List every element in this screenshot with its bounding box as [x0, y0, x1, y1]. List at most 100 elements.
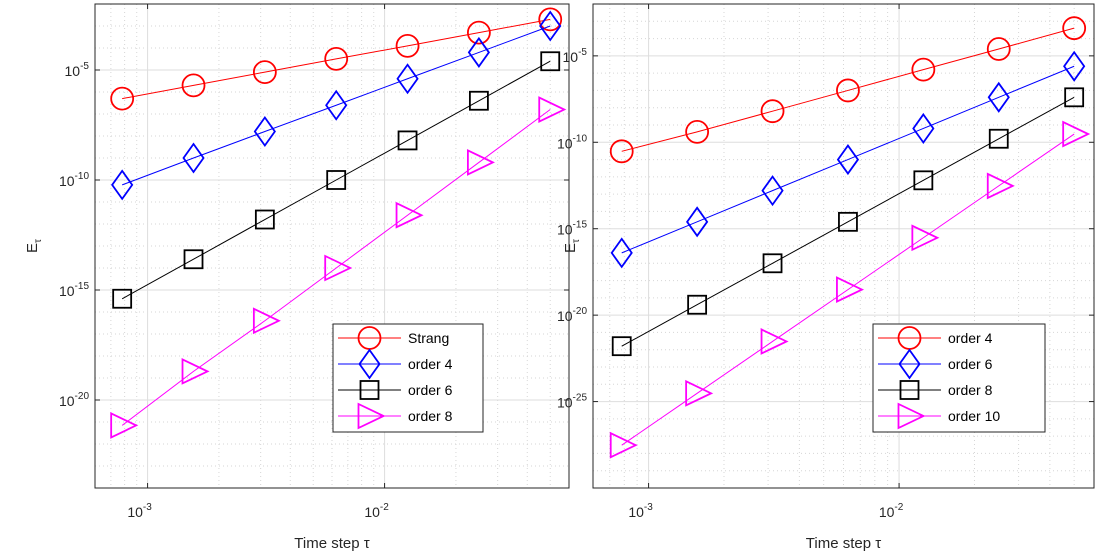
x-tick-label-base: 10: [628, 504, 644, 520]
data-point: [252, 307, 281, 335]
y-tick-label-exp: -10: [573, 133, 588, 144]
legend-label: Strang: [408, 330, 449, 346]
y-tick-label: 10-5: [65, 61, 90, 79]
data-point: [761, 175, 784, 207]
y-tick-label-base: 10: [59, 393, 75, 409]
y-tick-label: 10-15: [557, 220, 587, 238]
data-point: [760, 328, 789, 355]
data-point: [254, 209, 275, 230]
data-point: [685, 379, 714, 407]
series-3: [112, 51, 561, 309]
data-point: [110, 411, 139, 439]
data-point: [1062, 120, 1091, 148]
axes-box: [94, 3, 570, 489]
data-point: [468, 90, 489, 111]
y-axis-label-main: E: [24, 243, 41, 253]
data-point: [397, 130, 418, 151]
data-point: [611, 336, 632, 357]
x-tick-label-base: 10: [364, 504, 380, 520]
data-point: [913, 170, 934, 191]
y-tick-label: 10-25: [557, 393, 587, 411]
y-tick-label-exp: -15: [573, 220, 588, 231]
legend: order 4 order 6 order 8 order 10: [872, 323, 1046, 433]
data-point: [112, 288, 133, 309]
y-tick-label-base: 10: [557, 135, 573, 151]
data-point: [610, 237, 633, 269]
y-tick-label-base: 10: [563, 49, 579, 65]
y-tick-label-exp: -20: [573, 306, 588, 317]
y-axis-label-sub: τ: [33, 239, 44, 243]
y-axis-label: Eτ: [24, 239, 44, 253]
y-tick-label-base: 10: [65, 63, 81, 79]
x-tick-label: 10-3: [127, 502, 152, 520]
data-point: [1062, 16, 1087, 41]
series-line: [621, 65, 1075, 254]
data-point: [762, 253, 783, 274]
series-3: [611, 87, 1085, 357]
data-point: [395, 201, 424, 229]
legend-marker: [899, 380, 920, 400]
y-tick-label-exp: -10: [75, 171, 90, 182]
x-tick-label: 10-2: [879, 502, 904, 520]
data-point: [1063, 50, 1086, 82]
y-tick-label: 10-15: [59, 281, 89, 299]
data-point: [987, 81, 1010, 113]
data-point: [911, 57, 936, 82]
x-tick-label: 10-2: [364, 502, 389, 520]
data-point: [253, 115, 276, 148]
x-tick-label-base: 10: [879, 504, 895, 520]
legend: Strang order 4 order 6 order 8: [332, 323, 484, 433]
x-tick-label-exp: -3: [143, 502, 152, 513]
y-tick-label: 10-5: [563, 47, 588, 65]
data-point: [252, 60, 277, 85]
y-axis-label-sub: τ: [571, 239, 582, 243]
x-tick-label-exp: -2: [380, 502, 389, 513]
axes-box: [592, 3, 1095, 489]
data-point: [687, 294, 708, 315]
y-tick-label-exp: -5: [578, 47, 587, 58]
data-point: [538, 96, 567, 123]
y-tick-label-base: 10: [557, 308, 573, 324]
data-point: [467, 36, 490, 68]
x-tick-label-exp: -3: [644, 502, 653, 513]
data-point: [324, 46, 349, 71]
data-point: [396, 63, 419, 95]
data-point: [988, 128, 1009, 149]
data-point: [838, 211, 858, 232]
data-point: [609, 139, 634, 164]
y-tick-label: 10-20: [557, 306, 587, 324]
series-line: [121, 109, 551, 426]
data-point: [686, 206, 709, 238]
y-tick-label: 10-20: [59, 391, 89, 409]
data-point: [760, 99, 785, 124]
y-tick-label-exp: -25: [573, 393, 588, 404]
data-point: [986, 172, 1015, 200]
x-tick-label-exp: -2: [894, 502, 903, 513]
data-point: [325, 89, 348, 121]
data-point: [685, 119, 710, 144]
series-2: [111, 10, 562, 201]
series-line: [121, 25, 551, 186]
grid: [94, 3, 569, 489]
legend-marker: [358, 348, 381, 380]
series-line: [621, 27, 1075, 152]
legend-label: order 6: [408, 382, 453, 398]
y-axis-label-main: E: [562, 243, 579, 253]
y-tick-label: 10-10: [557, 133, 587, 151]
y-axis-label: Eτ: [562, 239, 582, 253]
series-1: [609, 16, 1087, 164]
legend-marker: [357, 402, 386, 430]
data-point: [110, 86, 135, 111]
series-4: [609, 120, 1091, 459]
x-tick-label: 10-3: [628, 502, 653, 520]
y-tick-label-base: 10: [557, 222, 573, 238]
data-point: [986, 37, 1011, 61]
y-tick-label-base: 10: [59, 283, 75, 299]
data-point: [181, 357, 210, 385]
data-point: [539, 10, 562, 42]
x-axis-label: Time step τ: [294, 535, 369, 552]
legend-marker: [897, 402, 926, 430]
series-4: [110, 96, 567, 439]
data-point: [836, 144, 860, 176]
